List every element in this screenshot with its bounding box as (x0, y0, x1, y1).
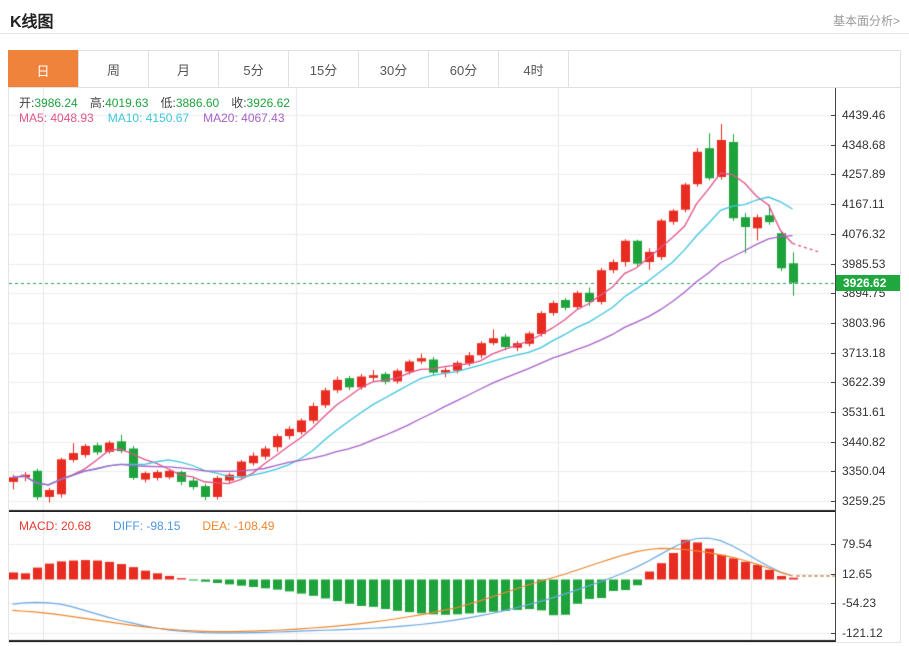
open-value: 3986.24 (34, 96, 78, 110)
price-axis-tick (831, 174, 836, 175)
candlestick-chart[interactable] (9, 88, 836, 512)
price-axis-tick (831, 145, 836, 146)
page-title: K线图 (10, 14, 54, 31)
chart-container: 4439.46 4348.68 4257.89 4167.11 4076.32 3985.… (8, 87, 901, 643)
interval-tabbar: 日周月 5分 15分 30分 60分 4时 (8, 50, 901, 90)
tab-15min[interactable]: 15分 (289, 51, 359, 87)
macd-axis-label: -54.23 (842, 596, 877, 610)
close-label: 收: (231, 96, 247, 110)
price-axis-tick (831, 293, 836, 294)
macd-axis-tick (831, 574, 836, 575)
price-axis-label: 4076.32 (842, 227, 886, 241)
price-axis-tick (831, 412, 836, 413)
fundamental-analysis-link[interactable]: 基本面分析> (832, 14, 900, 28)
low-value: 3886.60 (175, 96, 220, 110)
macd-legend: MACD: 20.68 DIFF: -98.15 DEA: -108.49 (19, 519, 274, 533)
price-axis-label: 3440.82 (842, 435, 886, 449)
close-value: 3926.62 (246, 96, 290, 110)
tabbar-spacer (569, 51, 900, 87)
macd-value: MACD: 20.68 (19, 519, 92, 533)
dea-value: DEA: -108.49 (202, 519, 275, 533)
ma-legend: MA5: 4048.93 MA10: 4150.67 MA20: 4067.43 (19, 111, 285, 125)
price-axis-tick (831, 353, 836, 354)
macd-chart[interactable] (9, 513, 836, 642)
ma20-legend: MA20: 4067.43 (203, 111, 285, 125)
ma5-legend: MA5: 4048.93 (19, 111, 94, 125)
price-axis-tick (831, 204, 836, 205)
price-axis-label: 4348.68 (842, 138, 886, 152)
tab-60min[interactable]: 60分 (429, 51, 499, 87)
price-axis-label: 3350.04 (842, 464, 886, 478)
macd-axis-tick (831, 603, 836, 604)
tab-4hour[interactable]: 4时 (499, 51, 569, 87)
price-axis-tick (831, 264, 836, 265)
tab-week[interactable]: 周 (79, 51, 149, 87)
price-axis-tick (831, 442, 836, 443)
ohlc-legend: 开:3986.24 高:4019.63 低:3886.60 收:3926.62 (19, 94, 302, 111)
price-axis-label: 3259.25 (842, 494, 886, 508)
price-axis-label: 4439.46 (842, 108, 886, 122)
price-axis-label: 3803.96 (842, 316, 886, 330)
price-axis-label: 4167.11 (842, 197, 885, 211)
tab-day[interactable]: 日 (8, 50, 79, 90)
price-axis-tick (831, 323, 836, 324)
open-label: 开: (19, 96, 35, 110)
price-axis-tick (831, 234, 836, 235)
macd-axis-label: 12.65 (842, 567, 873, 581)
current-price-badge: 3926.62 (836, 275, 900, 291)
price-axis-label: 4257.89 (842, 167, 886, 181)
tab-5min[interactable]: 5分 (219, 51, 289, 87)
price-axis-tick (831, 115, 836, 116)
price-axis-label: 3622.39 (842, 375, 886, 389)
low-label: 低: (160, 96, 176, 110)
high-value: 4019.63 (105, 96, 149, 110)
price-axis-tick (831, 471, 836, 472)
price-axis-tick (831, 382, 836, 383)
tab-month[interactable]: 月 (149, 51, 219, 87)
diff-value: DIFF: -98.15 (113, 519, 181, 533)
high-label: 高: (89, 96, 106, 110)
macd-axis-tick (831, 633, 836, 634)
price-axis-line (835, 88, 836, 642)
header-divider (0, 33, 909, 34)
macd-axis-label: 79.54 (842, 537, 873, 551)
macd-axis-tick (831, 544, 836, 545)
price-axis-tick (831, 501, 836, 502)
ma10-legend: MA10: 4150.67 (107, 111, 190, 125)
macd-axis-label: -121.12 (842, 626, 883, 640)
tab-30min[interactable]: 30分 (359, 51, 429, 87)
price-axis-label: 3985.53 (842, 257, 886, 271)
price-axis-label: 3531.61 (842, 405, 886, 419)
price-axis-label: 3713.18 (842, 346, 886, 360)
